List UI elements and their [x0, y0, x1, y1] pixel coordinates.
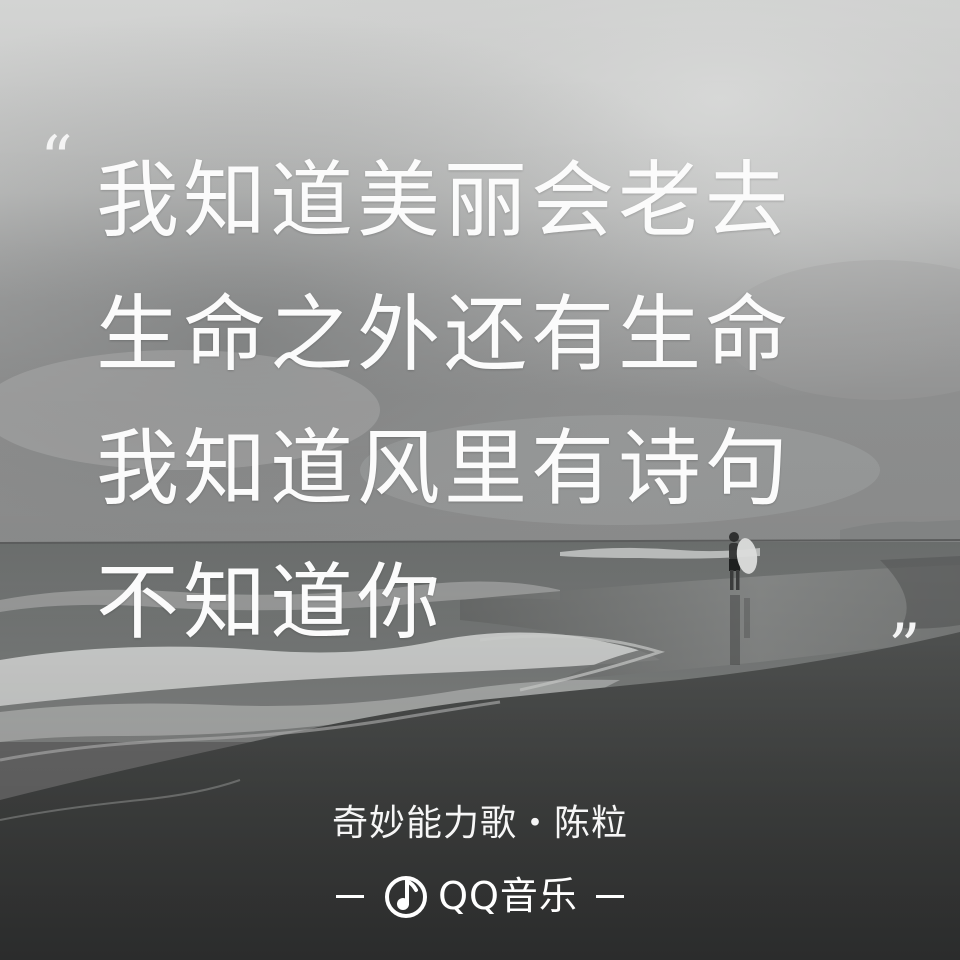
brand-footer: QQ音乐 [0, 868, 960, 924]
lyric-line: 我知道美丽会老去 [96, 152, 792, 249]
lyric-line: 不知道你 [96, 554, 444, 651]
open-quote-mark: “ [40, 123, 73, 197]
close-quote-mark: ” [888, 611, 921, 685]
lyric-line: 我知道风里有诗句 [96, 420, 792, 517]
lyric-line: 生命之外还有生命 [96, 286, 792, 383]
brand-left-dash [336, 894, 365, 898]
qq-music-note-icon [385, 876, 428, 918]
brand-right-dash [595, 894, 624, 898]
brand-name: QQ音乐 [438, 874, 578, 918]
song-credit: 奇妙能力歌・陈粒 [331, 803, 628, 844]
lyrics-block: 我知道美丽会老去 生命之外还有生命 我知道风里有诗句 不知道你 [96, 148, 896, 670]
